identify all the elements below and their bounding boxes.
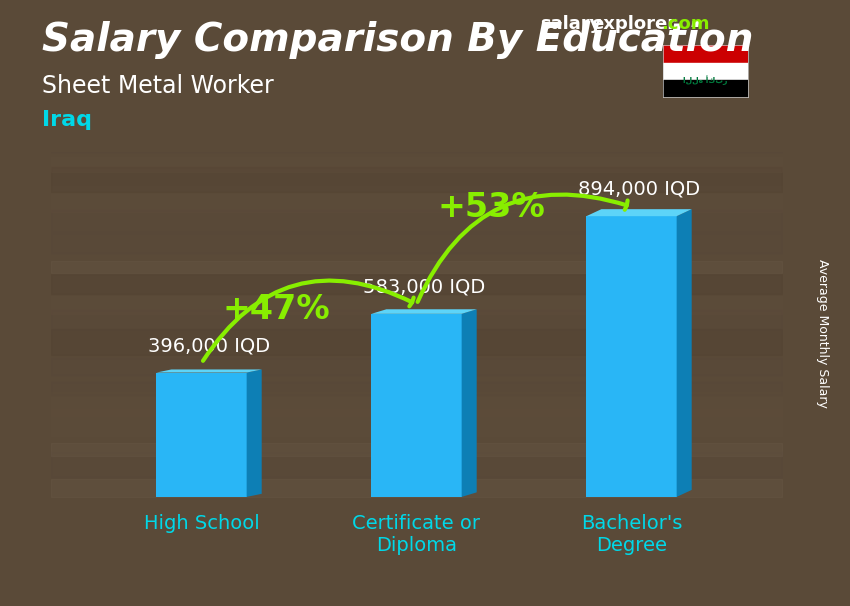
FancyBboxPatch shape: [371, 314, 462, 497]
Polygon shape: [586, 209, 692, 216]
Polygon shape: [462, 309, 477, 497]
Text: salary: salary: [540, 15, 601, 33]
Bar: [663, 80, 748, 97]
Polygon shape: [371, 309, 477, 314]
Polygon shape: [246, 370, 262, 497]
Bar: [663, 62, 748, 80]
Text: الله أكبر: الله أكبر: [683, 75, 728, 85]
Text: 396,000 IQD: 396,000 IQD: [148, 336, 270, 355]
Text: explorer: explorer: [591, 15, 676, 33]
Text: 583,000 IQD: 583,000 IQD: [363, 278, 485, 296]
Text: .com: .com: [661, 15, 710, 33]
Text: +47%: +47%: [223, 293, 331, 326]
Text: 894,000 IQD: 894,000 IQD: [578, 180, 700, 199]
Text: Iraq: Iraq: [42, 110, 93, 130]
Bar: [663, 45, 748, 62]
FancyBboxPatch shape: [156, 373, 246, 497]
Text: Salary Comparison By Education: Salary Comparison By Education: [42, 21, 754, 59]
Text: +53%: +53%: [438, 190, 546, 224]
Polygon shape: [677, 209, 692, 497]
Text: Sheet Metal Worker: Sheet Metal Worker: [42, 74, 275, 98]
Polygon shape: [156, 370, 262, 373]
Text: Average Monthly Salary: Average Monthly Salary: [816, 259, 829, 408]
FancyBboxPatch shape: [586, 216, 677, 497]
